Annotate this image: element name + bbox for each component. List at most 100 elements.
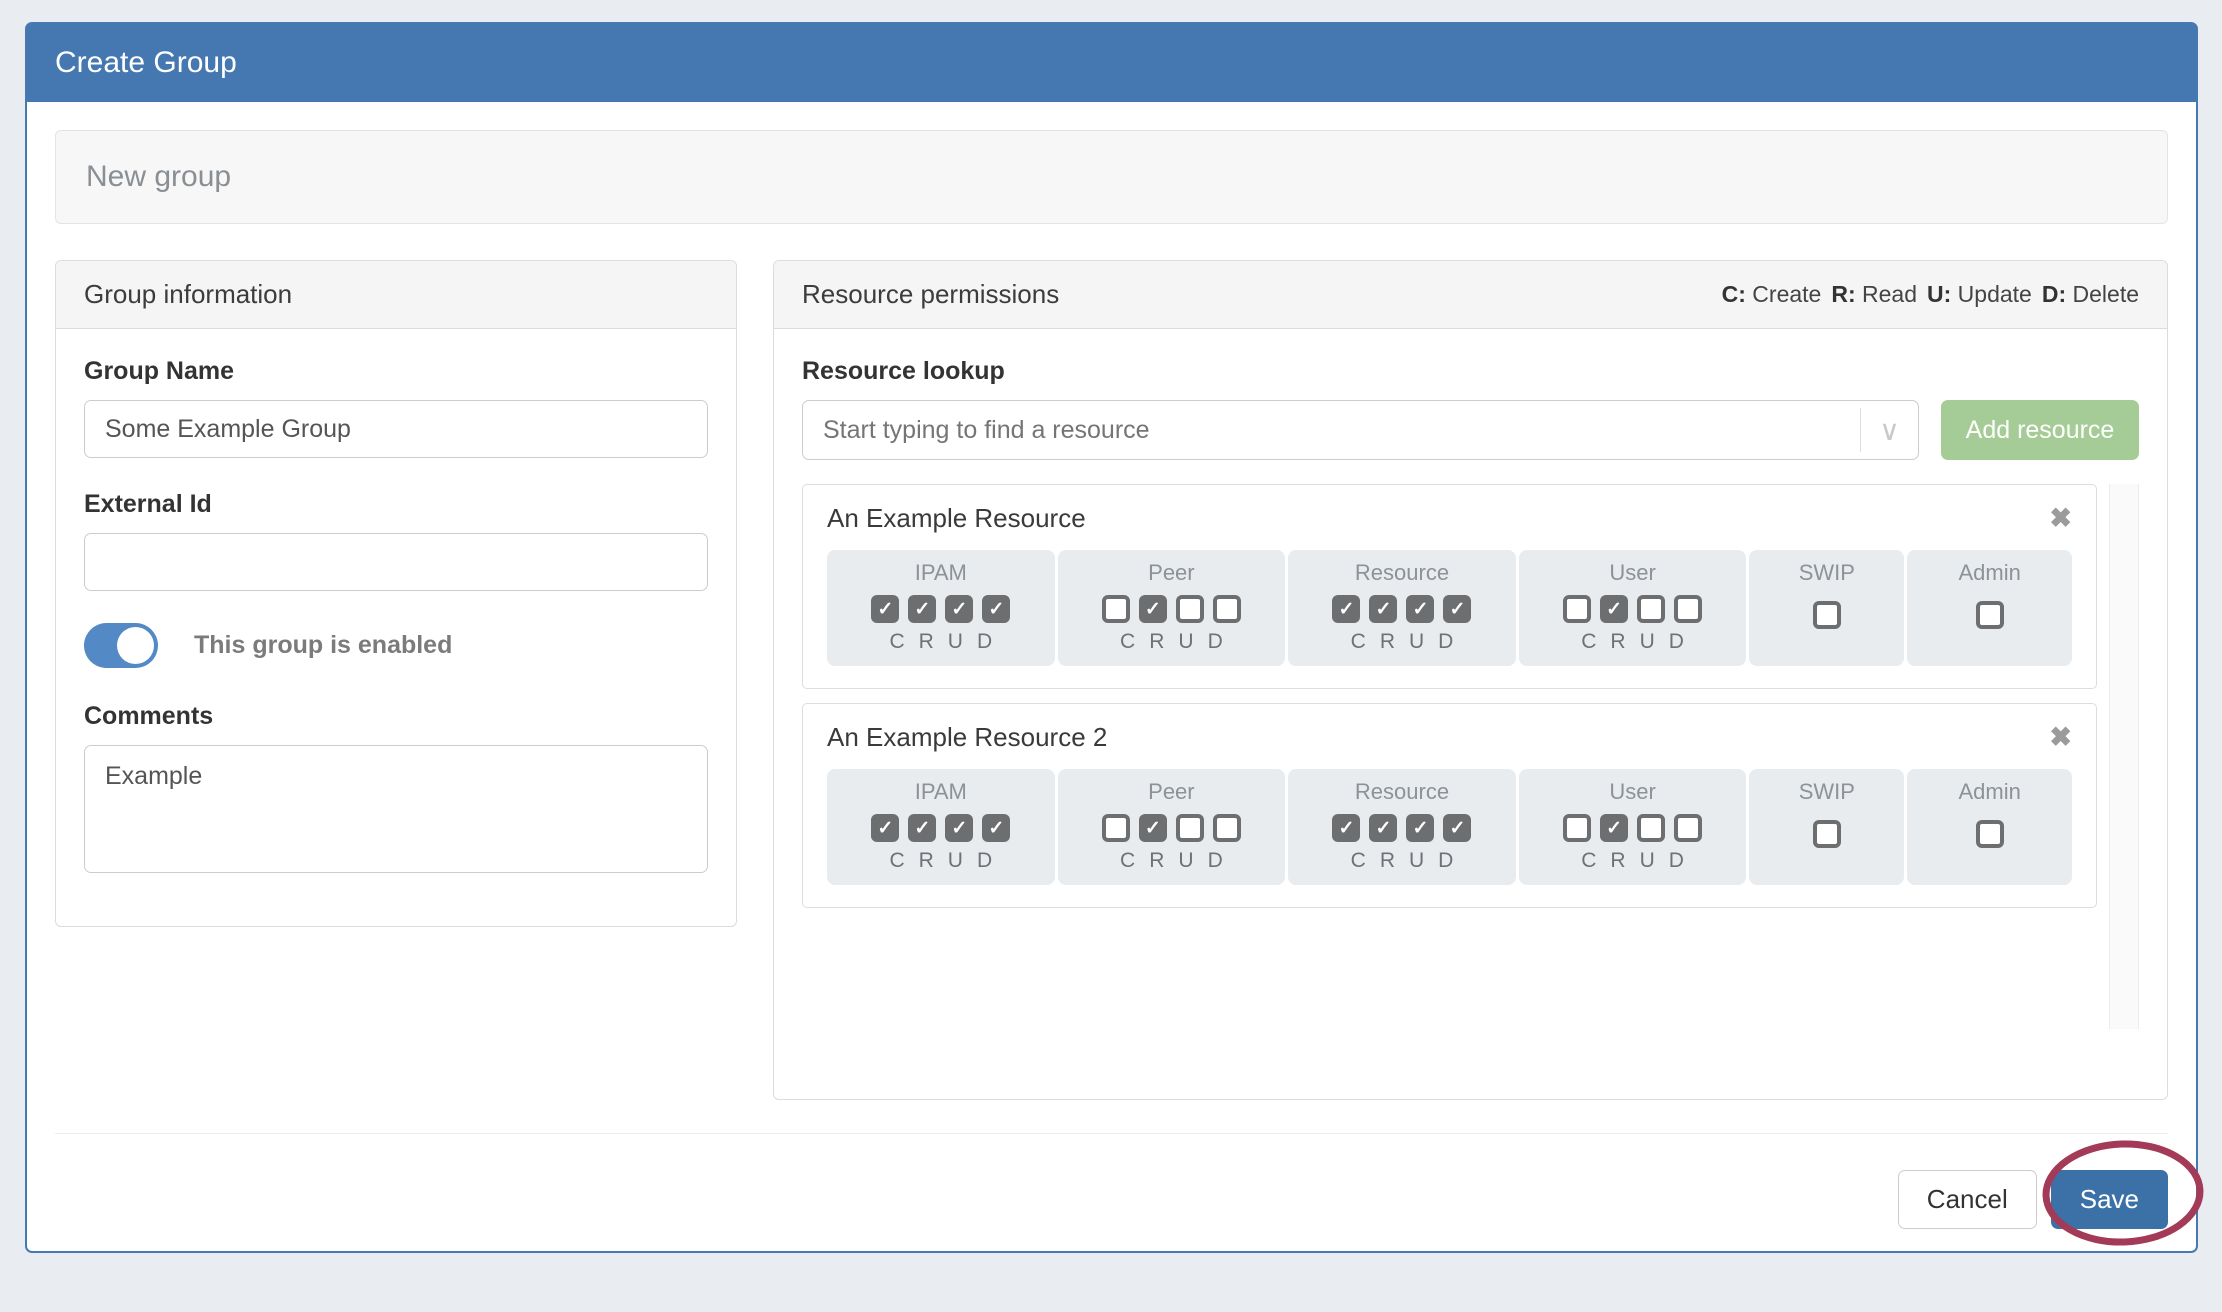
permission-group-label: Resource xyxy=(1354,779,1450,804)
resource-lookup-input[interactable] xyxy=(802,400,1919,460)
resource-name: An Example Resource xyxy=(827,503,1086,533)
checkbox-ipam-u[interactable]: ✓ xyxy=(945,595,974,623)
checkbox-ipam-c[interactable]: ✓ xyxy=(871,814,900,842)
resource-permissions-header: Resource permissions C: Create R: Read U: … xyxy=(774,261,2167,329)
resource-card-title-row: An Example Resource 2 ✖ xyxy=(827,722,2072,753)
permission-groups-row: IPAM ✓ ✓ ✓ ✓ C R U D Peer ✓ C R U D Resource ✓ ✓ ✓ ✓ C R U D Use… xyxy=(827,550,2072,666)
resource-permissions-panel: Resource permissions C: Create R: Read U: … xyxy=(773,260,2168,1100)
checkbox-resource-u[interactable]: ✓ xyxy=(1406,595,1435,623)
checkbox-row: ✓ xyxy=(1563,595,1703,623)
checkbox-swip-single[interactable] xyxy=(1812,820,1841,848)
checkbox-peer-c[interactable] xyxy=(1101,814,1130,842)
checkbox-resource-r[interactable]: ✓ xyxy=(1369,595,1398,623)
permission-group-label: IPAM xyxy=(914,779,967,804)
group-enabled-toggle[interactable] xyxy=(84,623,158,668)
checkbox-row: ✓ ✓ ✓ ✓ xyxy=(871,595,1011,623)
checkbox-row xyxy=(1812,820,1841,848)
checkbox-peer-r[interactable]: ✓ xyxy=(1138,595,1167,623)
cancel-button[interactable]: Cancel xyxy=(1897,1170,2037,1229)
checkbox-ipam-r[interactable]: ✓ xyxy=(908,595,937,623)
resource-card-title-row: An Example Resource ✖ xyxy=(827,503,2072,534)
permission-group-label: Peer xyxy=(1148,779,1195,804)
checkbox-ipam-r[interactable]: ✓ xyxy=(908,814,937,842)
checkbox-peer-d[interactable] xyxy=(1212,814,1241,842)
checkbox-ipam-d[interactable]: ✓ xyxy=(982,595,1011,623)
create-group-modal: Create Group New group Group information… xyxy=(25,22,2198,1253)
permission-group-admin: Admin xyxy=(1907,769,2072,885)
checkbox-row xyxy=(1812,601,1841,629)
save-button[interactable]: Save xyxy=(2050,1170,2168,1229)
checkbox-peer-r[interactable]: ✓ xyxy=(1138,814,1167,842)
checkbox-user-d[interactable] xyxy=(1674,595,1703,623)
checkbox-resource-c[interactable]: ✓ xyxy=(1332,814,1361,842)
checkbox-row xyxy=(1975,820,2004,848)
external-id-input[interactable] xyxy=(84,533,708,591)
resource-list-area: An Example Resource ✖ IPAM ✓ ✓ ✓ ✓ C R U D Peer ✓ C R U… xyxy=(802,484,2139,1029)
permission-group-swip: SWIP xyxy=(1749,550,1905,666)
checkbox-resource-d[interactable]: ✓ xyxy=(1443,814,1472,842)
checkbox-row xyxy=(1975,601,2004,629)
permission-group-label: User xyxy=(1609,560,1656,585)
modal-body: New group Group information Group Name E… xyxy=(27,102,2196,1257)
checkbox-admin-single[interactable] xyxy=(1975,601,2004,629)
checkbox-user-u[interactable] xyxy=(1637,814,1666,842)
comments-textarea[interactable]: Example xyxy=(84,745,708,873)
permission-group-label: Resource xyxy=(1354,560,1450,585)
permission-group-label: IPAM xyxy=(914,560,967,585)
checkbox-user-r[interactable]: ✓ xyxy=(1600,814,1629,842)
checkbox-resource-c[interactable]: ✓ xyxy=(1332,595,1361,623)
resource-list-scrollbar[interactable] xyxy=(2109,484,2139,1029)
checkbox-resource-d[interactable]: ✓ xyxy=(1443,595,1472,623)
checkbox-user-u[interactable] xyxy=(1637,595,1666,623)
resource-name: An Example Resource 2 xyxy=(827,722,1108,752)
permission-group-user: User ✓ C R U D xyxy=(1518,769,1747,885)
checkbox-row: ✓ xyxy=(1101,595,1241,623)
checkbox-user-c[interactable] xyxy=(1563,595,1592,623)
permission-group-resource: Resource ✓ ✓ ✓ ✓ C R U D xyxy=(1288,550,1516,666)
permission-group-label: User xyxy=(1609,779,1656,804)
checkbox-ipam-c[interactable]: ✓ xyxy=(871,595,900,623)
enabled-toggle-label: This group is enabled xyxy=(194,631,453,659)
footer-actions: Cancel Save xyxy=(55,1170,2168,1229)
resource-lookup-row: ∨ Add resource xyxy=(802,400,2139,460)
checkbox-ipam-d[interactable]: ✓ xyxy=(982,814,1011,842)
group-name-label: Group Name xyxy=(84,357,235,385)
checkbox-peer-u[interactable] xyxy=(1175,595,1204,623)
resource-card: An Example Resource ✖ IPAM ✓ ✓ ✓ ✓ C R U D Peer ✓ C R U… xyxy=(802,484,2097,689)
checkbox-user-c[interactable] xyxy=(1563,814,1592,842)
checkbox-resource-u[interactable]: ✓ xyxy=(1406,814,1435,842)
group-subtitle: New group xyxy=(86,160,232,193)
permission-group-swip: SWIP xyxy=(1749,769,1905,885)
add-resource-button[interactable]: Add resource xyxy=(1941,400,2139,460)
group-name-input[interactable] xyxy=(84,400,708,458)
group-information-panel: Group information Group Name External Id… xyxy=(55,260,737,927)
footer-divider xyxy=(55,1133,2168,1134)
comments-label: Comments xyxy=(84,702,214,730)
checkbox-ipam-u[interactable]: ✓ xyxy=(945,814,974,842)
group-subtitle-panel: New group xyxy=(55,130,2168,224)
permission-group-label: SWIP xyxy=(1798,560,1855,585)
remove-resource-icon[interactable]: ✖ xyxy=(2049,503,2072,533)
permission-group-admin: Admin xyxy=(1907,550,2072,666)
checkbox-swip-single[interactable] xyxy=(1812,601,1841,629)
checkbox-row: ✓ xyxy=(1563,814,1703,842)
checkbox-resource-r[interactable]: ✓ xyxy=(1369,814,1398,842)
permission-group-peer: Peer ✓ C R U D xyxy=(1057,769,1286,885)
checkbox-user-d[interactable] xyxy=(1674,814,1703,842)
checkbox-admin-single[interactable] xyxy=(1975,820,2004,848)
checkbox-peer-u[interactable] xyxy=(1175,814,1204,842)
permission-group-peer: Peer ✓ C R U D xyxy=(1057,550,1286,666)
checkbox-peer-c[interactable] xyxy=(1101,595,1130,623)
toggle-knob-icon xyxy=(117,627,154,664)
checkbox-peer-d[interactable] xyxy=(1212,595,1241,623)
permission-group-label: Peer xyxy=(1148,560,1195,585)
chevron-down-icon[interactable]: ∨ xyxy=(1860,408,1918,452)
checkbox-user-r[interactable]: ✓ xyxy=(1600,595,1629,623)
remove-resource-icon[interactable]: ✖ xyxy=(2049,722,2072,752)
